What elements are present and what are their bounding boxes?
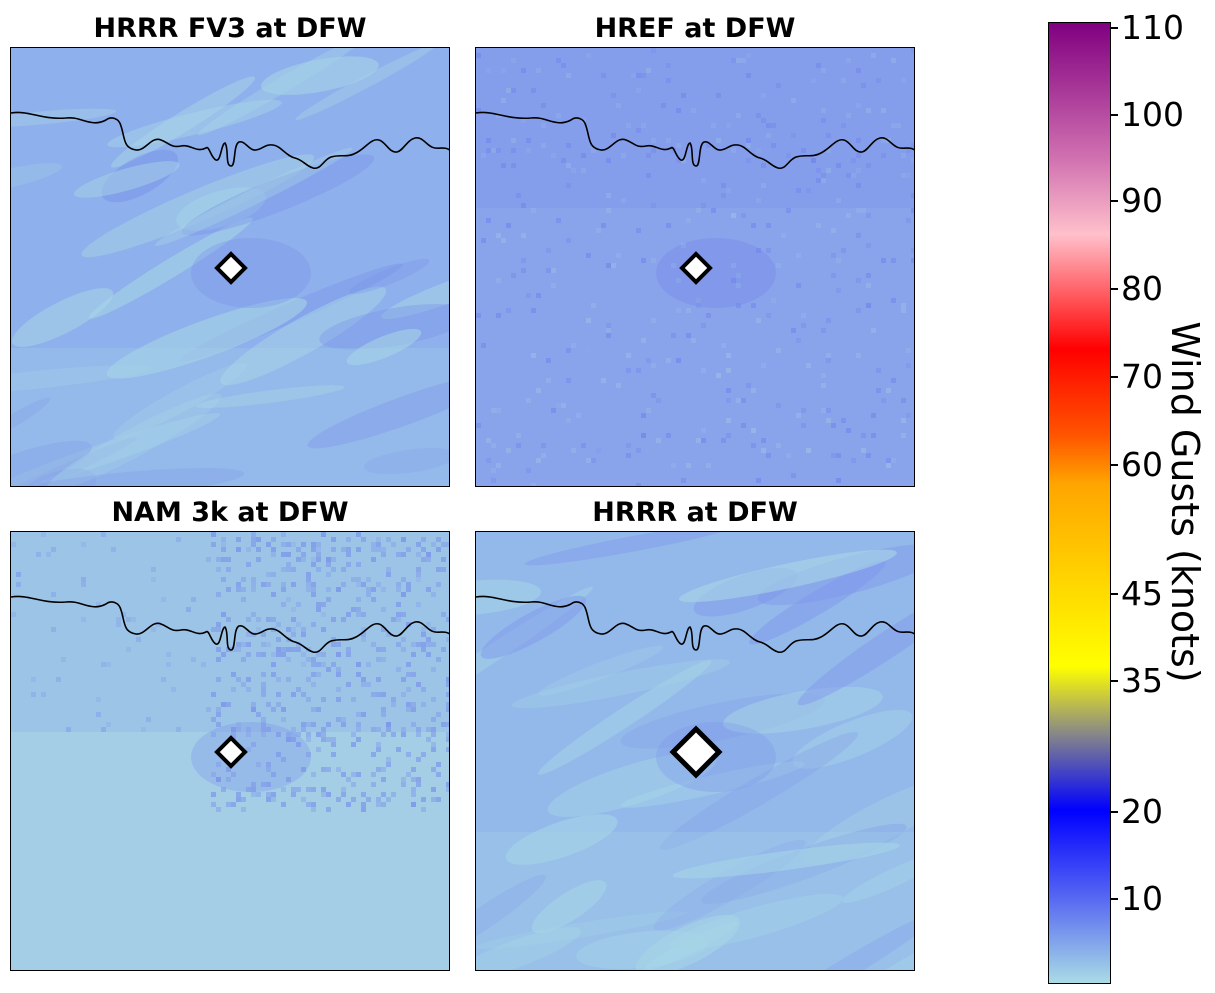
- colorbar-tick-label: 100: [1121, 95, 1184, 134]
- wind-field-nam-3k: [11, 532, 449, 970]
- map-panel-hrrr-fv3: [10, 47, 450, 487]
- map-panel-hrrr: [475, 531, 915, 971]
- colorbar-tick-label: 60: [1121, 445, 1163, 484]
- colorbar-tick-label: 70: [1121, 357, 1163, 396]
- colorbar-tick-label: 90: [1121, 181, 1163, 220]
- wind-field-href: [476, 48, 914, 486]
- boundary-line: [476, 111, 914, 170]
- colorbar-tick-mark: [1111, 898, 1118, 900]
- colorbar-gradient: [1048, 22, 1111, 984]
- panel-title-hrrr-fv3: HRRR FV3 at DFW: [93, 13, 367, 44]
- colorbar-tick-label: 110: [1121, 8, 1184, 47]
- colorbar: [1048, 22, 1111, 984]
- colorbar-tick-mark: [1111, 288, 1118, 290]
- gust-field: [476, 532, 914, 970]
- dfw-station-marker: [214, 251, 248, 285]
- colorbar-tick-label: 20: [1121, 792, 1163, 831]
- colorbar-tick-label: 80: [1121, 269, 1163, 308]
- gust-field: [11, 532, 449, 970]
- dfw-station-marker: [214, 735, 248, 769]
- boundary-line: [11, 595, 449, 654]
- boundary-line: [11, 111, 449, 170]
- boundary-line: [476, 595, 914, 654]
- colorbar-label: Wind Gusts (knots): [1163, 321, 1207, 683]
- colorbar-tick-label: 35: [1121, 661, 1163, 700]
- map-panel-href: [475, 47, 915, 487]
- colorbar-tick-mark: [1111, 200, 1118, 202]
- colorbar-tick-mark: [1111, 593, 1118, 595]
- colorbar-tick-mark: [1111, 464, 1118, 466]
- dfw-station-marker: [679, 251, 713, 285]
- colorbar-tick-mark: [1111, 811, 1118, 813]
- map-panel-nam-3k: [10, 531, 450, 971]
- colorbar-tick-mark: [1111, 376, 1118, 378]
- panel-title-nam-3k: NAM 3k at DFW: [111, 497, 349, 528]
- dfw-station-marker: [669, 725, 723, 779]
- colorbar-tick-mark: [1111, 27, 1118, 29]
- panel-title-href: HREF at DFW: [594, 13, 796, 44]
- colorbar-tick-mark: [1111, 680, 1118, 682]
- wind-field-hrrr-fv3: [11, 48, 449, 486]
- wind-field-hrrr: [476, 532, 914, 970]
- gust-field: [11, 48, 449, 486]
- colorbar-tick-label: 10: [1121, 879, 1163, 918]
- colorbar-tick-label: 45: [1121, 574, 1163, 613]
- colorbar-tick-mark: [1111, 114, 1118, 116]
- panel-title-hrrr: HRRR at DFW: [592, 497, 798, 528]
